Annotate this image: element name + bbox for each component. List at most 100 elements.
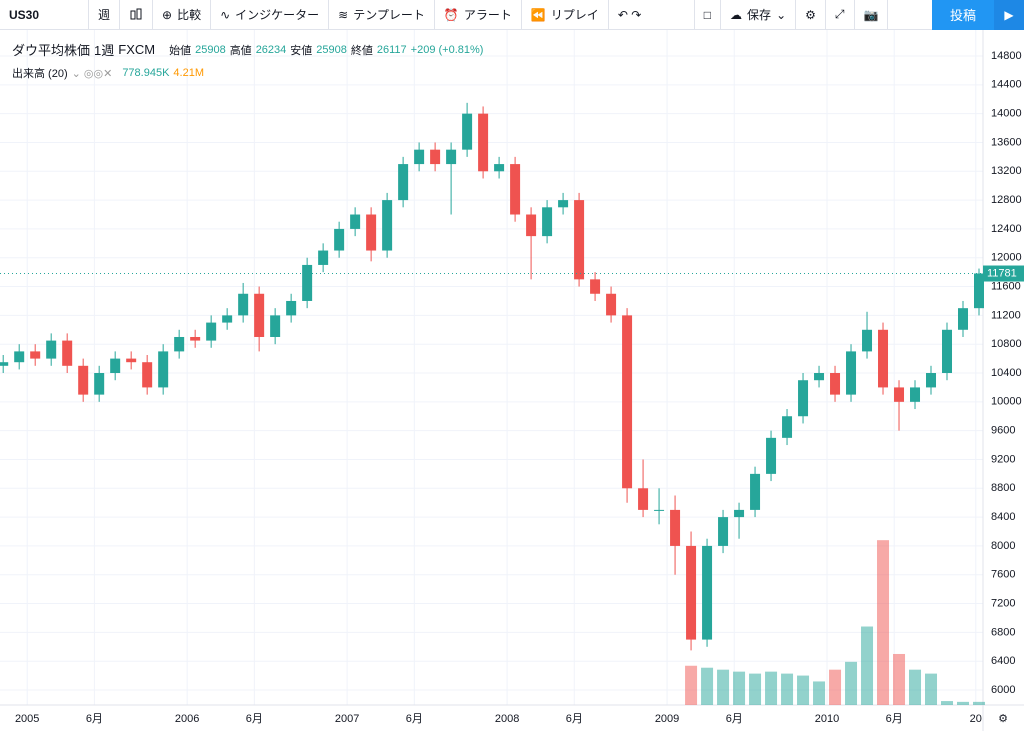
label: 保存: [747, 8, 772, 22]
save[interactable]: ☁ 保存 ⌄: [721, 0, 797, 30]
candle-body: [606, 293, 617, 316]
candle-body: [286, 300, 297, 316]
volume-bar: [893, 653, 906, 705]
compare[interactable]: ⊕ 比較: [153, 0, 212, 30]
candle-body: [926, 373, 937, 388]
y-tick-label: 12800: [991, 194, 1022, 206]
candle-body: [622, 315, 633, 489]
volume-bar: [749, 673, 762, 705]
candle-body: [766, 437, 777, 474]
candle-body: [430, 149, 441, 165]
y-tick-label: 6800: [991, 626, 1015, 638]
open: 25908: [195, 43, 226, 56]
replay[interactable]: ⏪ リプレイ: [522, 0, 609, 30]
undo[interactable]: ↶ ↷: [617, 7, 642, 22]
candle-body: [382, 200, 393, 251]
interval[interactable]: 週: [89, 0, 121, 30]
candle-body: [254, 293, 265, 337]
candle-body: [126, 358, 137, 363]
close: 26117: [376, 43, 407, 56]
interval: 1週: [94, 43, 115, 58]
candle-body: [414, 149, 425, 165]
y-tick-label: 14000: [991, 108, 1022, 120]
indicators[interactable]: ∿ インジケーター: [211, 0, 330, 30]
play[interactable]: ▶: [994, 0, 1024, 30]
candle-body: [366, 214, 377, 251]
candle-body: [526, 214, 537, 237]
x-tick-label: 6月: [886, 713, 903, 725]
candle-body: [958, 308, 969, 330]
candle-body: [782, 416, 793, 438]
x-tick-label: 2007: [335, 713, 359, 725]
candle-body: [206, 322, 217, 341]
y-tick-label: 10800: [991, 338, 1022, 350]
layout[interactable]: □: [693, 0, 722, 30]
candle-body: [78, 365, 89, 395]
candle-body: [750, 473, 761, 510]
series-legend: ダウ平均株価 1週 FXCM 始値 25908 高値 26234 安値 25908 終…: [12, 40, 483, 59]
chart: 6000 6400 6800 7200 7600 8000 8400 8800 9200 9600…: [0, 30, 1024, 731]
candle-body: [398, 164, 409, 201]
candle-body: [910, 387, 921, 402]
symbol[interactable]: US30: [0, 0, 89, 30]
volume-bar: [701, 667, 714, 705]
last-price-label: 11781: [987, 267, 1017, 279]
candle-body: [46, 340, 57, 359]
candle-body: [190, 336, 201, 341]
volume-ma: 4.21M: [173, 67, 204, 79]
candle-body: [238, 293, 249, 316]
settings[interactable]: ⚙: [796, 0, 826, 30]
candle-body: [574, 200, 585, 280]
high: 26234: [255, 43, 287, 56]
y-tick-label: 11200: [991, 309, 1021, 321]
y-tick-label: 8800: [991, 482, 1015, 494]
y-tick-label: 6000: [991, 684, 1015, 696]
candle-body: [62, 340, 73, 366]
y-tick-label: 9200: [991, 453, 1015, 465]
y-tick-label: 11600: [991, 280, 1021, 292]
candle-body: [862, 329, 873, 352]
volume-bar: [685, 665, 698, 705]
candle-body: [974, 273, 985, 309]
fullscreen[interactable]: ⤢: [826, 0, 855, 30]
y-tick-label: 13200: [991, 165, 1022, 177]
volume-bar: [717, 669, 730, 705]
x-tick-label: 2006: [175, 713, 199, 725]
last-price-tag: [983, 265, 1024, 282]
x-tick-label: 6月: [566, 713, 583, 725]
candle-body: [446, 149, 457, 165]
publish[interactable]: 投稿: [931, 0, 994, 30]
candle-body: [270, 315, 281, 337]
y-tick-label: 12000: [991, 252, 1022, 264]
candle-body: [494, 164, 505, 172]
alerts[interactable]: ⏰ アラート: [435, 0, 522, 30]
volume-bar: [925, 673, 938, 705]
candle-body: [542, 207, 553, 237]
y-tick-label: 9600: [991, 425, 1015, 437]
volume-bar: [909, 669, 922, 705]
candle-body: [894, 387, 905, 402]
x-tick-label: 20: [970, 713, 982, 725]
volume-bar: [829, 669, 842, 705]
x-tick-label: 2005: [15, 713, 39, 725]
candle-body: [638, 488, 649, 510]
volume-bar: [957, 701, 970, 705]
label: アラート: [463, 8, 512, 22]
close-label: 終値: [350, 44, 373, 57]
y-tick-label: 8000: [991, 540, 1015, 552]
chart-style[interactable]: [120, 0, 154, 30]
x-tick-label: 2008: [495, 713, 519, 725]
candle-body: [30, 351, 41, 359]
templates[interactable]: ≋ テンプレート: [329, 0, 435, 30]
candle-body: [478, 113, 489, 172]
candle-body: [302, 264, 313, 301]
candle-body: [878, 329, 889, 388]
candle-body: [174, 336, 185, 352]
candle-body: [734, 509, 745, 518]
settings-icon[interactable]: ⚙: [998, 713, 1008, 725]
candle-body: [798, 380, 809, 417]
candle-body: [590, 279, 601, 294]
x-tick-label: 2010: [815, 713, 839, 725]
candle-body: [158, 351, 169, 388]
snapshot[interactable]: 📷: [855, 0, 889, 30]
